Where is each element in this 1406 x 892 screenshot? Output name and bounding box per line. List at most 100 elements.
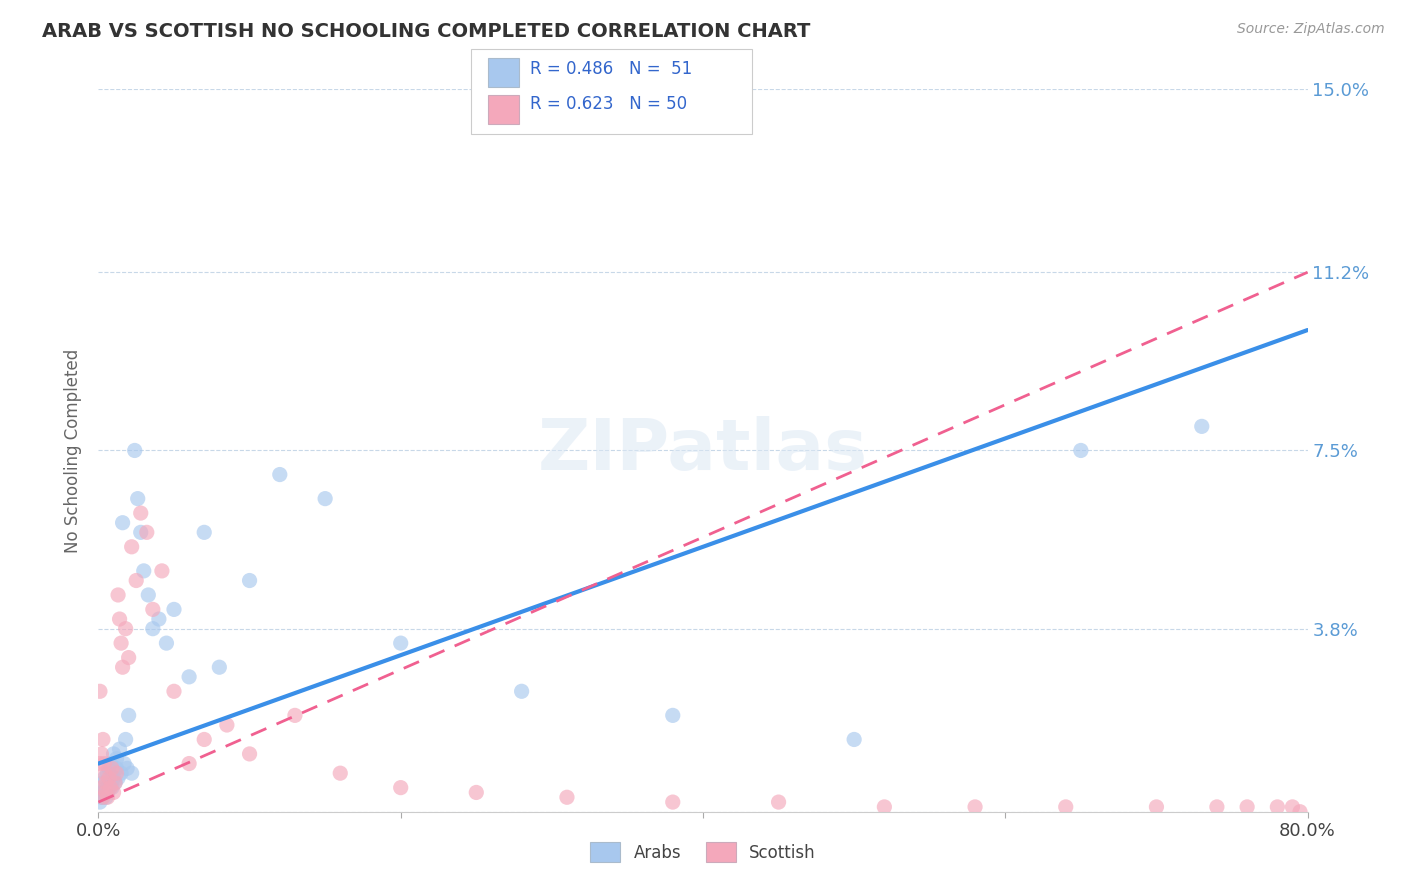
Point — [100, 776, 122, 790]
Point — [94, 776, 117, 790]
Point — [284, 708, 307, 723]
Text: R = 0.623   N = 50: R = 0.623 N = 50 — [530, 95, 688, 113]
Point — [94, 780, 117, 795]
Point — [111, 516, 134, 530]
Point — [136, 588, 159, 602]
Point — [105, 752, 128, 766]
Point — [129, 506, 152, 520]
Text: ZIPatlas: ZIPatlas — [538, 416, 868, 485]
Point — [91, 790, 114, 805]
Point — [1206, 800, 1229, 814]
Point — [103, 747, 125, 761]
Point — [96, 766, 118, 780]
Point — [93, 771, 115, 785]
Point — [104, 776, 127, 790]
Point — [101, 761, 124, 775]
Point — [193, 732, 215, 747]
Point — [91, 732, 114, 747]
Point — [1281, 800, 1303, 814]
Point — [114, 622, 136, 636]
Point — [1267, 800, 1289, 814]
Point — [1289, 805, 1312, 819]
Point — [121, 540, 143, 554]
Point — [510, 684, 533, 698]
Point — [100, 756, 122, 771]
Point — [661, 795, 683, 809]
Point — [91, 776, 114, 790]
Point — [555, 790, 578, 805]
Point — [127, 491, 149, 506]
Point — [179, 670, 201, 684]
Point — [93, 756, 115, 771]
Point — [90, 780, 112, 795]
Point — [108, 742, 131, 756]
Point — [768, 795, 790, 809]
Point — [873, 800, 896, 814]
Point — [163, 602, 186, 616]
Point — [107, 771, 129, 785]
Point — [125, 574, 148, 588]
Point — [107, 588, 129, 602]
Point — [179, 756, 201, 771]
Point — [124, 443, 146, 458]
Point — [193, 525, 215, 540]
Legend: Arabs, Scottish: Arabs, Scottish — [583, 836, 823, 869]
Point — [118, 650, 141, 665]
Point — [100, 780, 122, 795]
Point — [135, 525, 157, 540]
Point — [329, 766, 352, 780]
Point — [108, 612, 131, 626]
Text: Source: ZipAtlas.com: Source: ZipAtlas.com — [1237, 22, 1385, 37]
Point — [94, 785, 117, 799]
Point — [1070, 443, 1092, 458]
Point — [89, 684, 111, 698]
Point — [148, 612, 170, 626]
Point — [105, 761, 128, 775]
Point — [94, 790, 117, 805]
Point — [163, 684, 186, 698]
Point — [114, 732, 136, 747]
Point — [90, 790, 112, 805]
Text: R = 0.486   N =  51: R = 0.486 N = 51 — [530, 60, 692, 78]
Point — [389, 636, 412, 650]
Point — [98, 771, 121, 785]
Point — [93, 785, 115, 799]
Point — [1054, 800, 1077, 814]
Point — [115, 761, 138, 775]
Point — [844, 732, 866, 747]
Point — [465, 785, 488, 799]
Point — [155, 636, 177, 650]
Point — [98, 780, 121, 795]
Point — [103, 771, 125, 785]
Point — [112, 756, 135, 771]
Point — [661, 708, 683, 723]
Point — [1236, 800, 1258, 814]
Point — [111, 660, 134, 674]
Point — [89, 756, 111, 771]
Point — [121, 766, 143, 780]
Point — [129, 525, 152, 540]
Point — [96, 790, 118, 805]
Point — [142, 622, 165, 636]
Point — [101, 780, 124, 795]
Point — [90, 747, 112, 761]
Point — [105, 766, 128, 780]
Point — [208, 660, 231, 674]
Point — [89, 795, 111, 809]
Point — [269, 467, 291, 482]
Point — [215, 718, 238, 732]
Point — [239, 574, 262, 588]
Point — [110, 636, 132, 650]
Point — [104, 776, 127, 790]
Point — [118, 708, 141, 723]
Point — [132, 564, 155, 578]
Point — [239, 747, 262, 761]
Point — [91, 790, 114, 805]
Point — [110, 766, 132, 780]
Y-axis label: No Schooling Completed: No Schooling Completed — [65, 349, 83, 552]
Point — [314, 491, 336, 506]
Point — [142, 602, 165, 616]
Point — [1144, 800, 1167, 814]
Point — [90, 785, 112, 799]
Point — [965, 800, 987, 814]
